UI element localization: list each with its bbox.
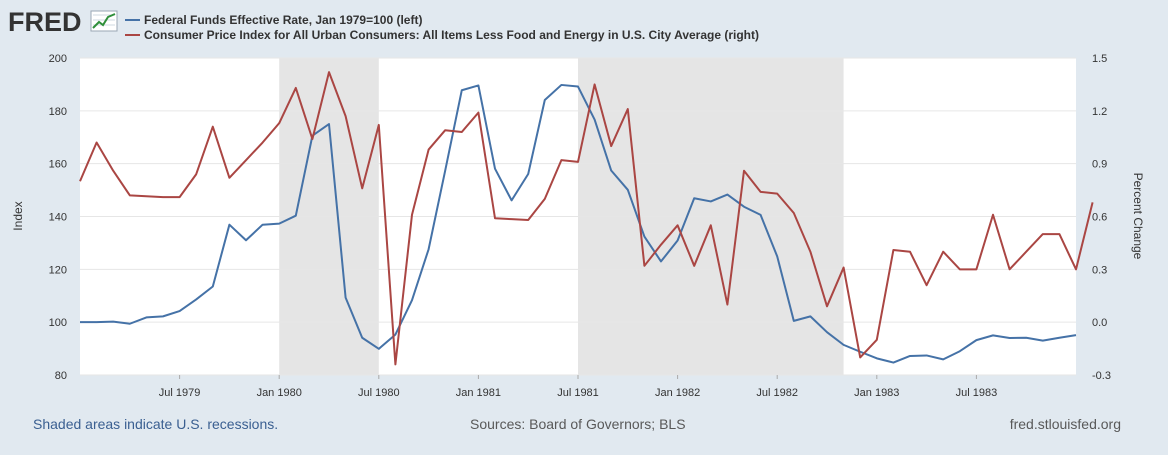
left-axis-label: Index (11, 201, 25, 230)
left-axis-ticks: 80 100 120 140 160 180 200 (49, 53, 67, 382)
left-tick-label: 100 (49, 317, 67, 329)
right-tick-label: -0.3 (1092, 370, 1111, 382)
left-tick-label: 140 (49, 212, 67, 224)
x-tick-label: Jul 1981 (557, 387, 599, 399)
left-tick-label: 80 (55, 370, 67, 382)
right-axis-ticks: -0.3 0.0 0.3 0.6 0.9 1.2 1.5 (1092, 53, 1111, 382)
x-tick-label: Jan 1982 (655, 387, 700, 399)
recession-note: Shaded areas indicate U.S. recessions. (33, 416, 279, 432)
x-tick-label: Jul 1983 (956, 387, 998, 399)
fred-logo-graph-icon (90, 10, 118, 32)
series-line-fedfunds (80, 83, 1077, 364)
x-axis-ticks: Jul 1979 Jan 1980 Jul 1980 Jan 1981 Jul 1981… (159, 375, 997, 399)
legend: Federal Funds Effective Rate, Jan 1979=1… (125, 13, 759, 42)
x-tick-label: Jan 1983 (854, 387, 899, 399)
legend-item-cpi[interactable]: Consumer Price Index for All Urban Consu… (125, 28, 759, 42)
x-tick-label: Jul 1979 (159, 387, 201, 399)
legend-item-fedfunds[interactable]: Federal Funds Effective Rate, Jan 1979=1… (125, 13, 422, 27)
right-axis-label: Percent Change (1131, 173, 1145, 260)
left-tick-label: 160 (49, 159, 67, 171)
right-tick-label: 0.3 (1092, 264, 1107, 276)
x-tick-label: Jul 1980 (358, 387, 400, 399)
left-tick-label: 120 (49, 264, 67, 276)
legend-label-cpi: Consumer Price Index for All Urban Consu… (144, 28, 759, 42)
x-tick-label: Jan 1981 (456, 387, 501, 399)
sources-text: Sources: Board of Governors; BLS (470, 416, 686, 432)
x-tick-label: Jul 1982 (756, 387, 798, 399)
right-tick-label: 0.6 (1092, 212, 1107, 224)
left-tick-label: 200 (49, 53, 67, 65)
right-tick-label: 0.0 (1092, 317, 1107, 329)
right-tick-label: 1.2 (1092, 106, 1107, 118)
left-tick-label: 180 (49, 106, 67, 118)
fred-logo[interactable]: FRED (8, 7, 118, 37)
right-tick-label: 1.5 (1092, 53, 1107, 65)
legend-label-fedfunds: Federal Funds Effective Rate, Jan 1979=1… (144, 13, 422, 27)
series-line-cpi (79, 71, 1094, 366)
right-tick-label: 0.9 (1092, 159, 1107, 171)
x-tick-label: Jan 1980 (257, 387, 302, 399)
fred-logo-text: FRED (8, 7, 82, 37)
series-lines (79, 71, 1094, 366)
site-link[interactable]: fred.stlouisfed.org (1009, 416, 1121, 432)
